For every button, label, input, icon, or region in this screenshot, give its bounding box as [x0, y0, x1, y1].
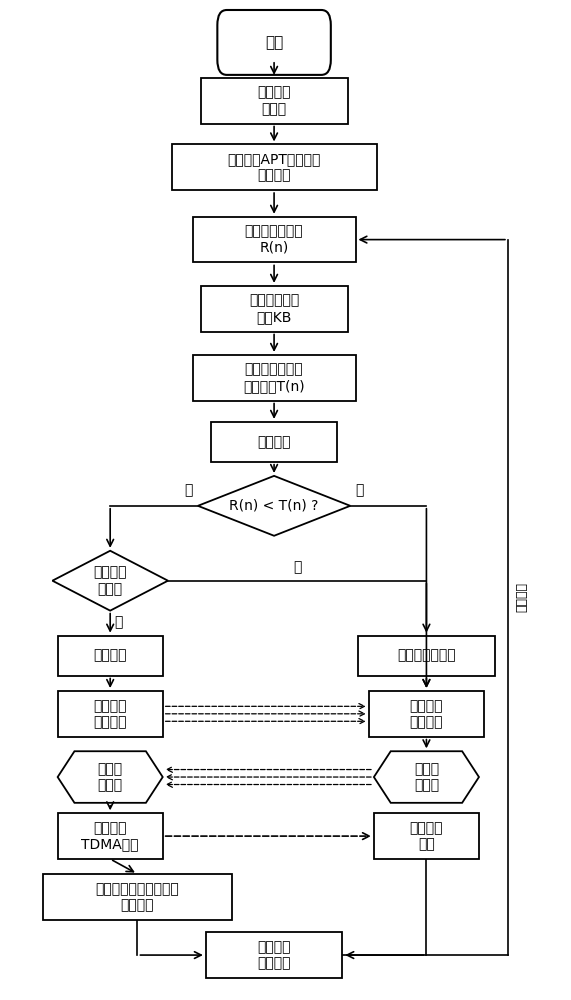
- Text: 计算最优簇首
个数KB: 计算最优簇首 个数KB: [249, 294, 299, 324]
- Text: 一轮结束: 一轮结束: [516, 582, 529, 612]
- Bar: [200, 286, 348, 332]
- Bar: [200, 78, 348, 124]
- Text: 否: 否: [356, 484, 364, 498]
- Text: 是: 是: [293, 560, 301, 574]
- Polygon shape: [198, 476, 350, 536]
- Bar: [192, 217, 356, 262]
- Text: 发送加
入请求: 发送加 入请求: [414, 762, 439, 792]
- Text: 寻找中继节点或直接与
基站通信: 寻找中继节点或直接与 基站通信: [95, 882, 179, 912]
- Text: 等待分配
时隙: 等待分配 时隙: [409, 821, 443, 851]
- FancyBboxPatch shape: [218, 10, 331, 75]
- Text: 簇首广播
TDMA时隙: 簇首广播 TDMA时隙: [82, 821, 139, 851]
- Text: 计算各节点簇首
选举阈值T(n): 计算各节点簇首 选举阈值T(n): [243, 363, 305, 393]
- Bar: [172, 144, 376, 190]
- Bar: [358, 636, 494, 676]
- Bar: [58, 813, 163, 859]
- Text: 之前当选
过簇首: 之前当选 过簇首: [94, 566, 127, 596]
- Text: 接收簇首
广播信息: 接收簇首 广播信息: [409, 699, 443, 729]
- Bar: [369, 691, 484, 737]
- Text: 节点生成随机数
R(n): 节点生成随机数 R(n): [245, 225, 303, 255]
- Polygon shape: [53, 551, 168, 611]
- Text: R(n) < T(n) ?: R(n) < T(n) ?: [230, 499, 319, 513]
- Text: 等待加
入请求: 等待加 入请求: [98, 762, 123, 792]
- Bar: [192, 355, 356, 401]
- Bar: [58, 636, 163, 676]
- Text: 簇首选举: 簇首选举: [258, 435, 291, 449]
- Bar: [374, 813, 479, 859]
- Text: 当选簇首: 当选簇首: [94, 649, 127, 663]
- Polygon shape: [374, 751, 479, 803]
- Bar: [206, 932, 343, 978]
- Text: 簇首广播
成簇信息: 簇首广播 成簇信息: [94, 699, 127, 729]
- Text: 是: 是: [184, 484, 192, 498]
- Bar: [211, 422, 337, 462]
- Bar: [43, 874, 232, 920]
- Text: 节点利用APT系统发现
邻居节点: 节点利用APT系统发现 邻居节点: [227, 152, 321, 182]
- Text: 网络节点
初始化: 网络节点 初始化: [258, 86, 291, 116]
- Text: 数据稳定
传输阶段: 数据稳定 传输阶段: [258, 940, 291, 970]
- Text: 成为簇成员节点: 成为簇成员节点: [397, 649, 456, 663]
- Polygon shape: [58, 751, 163, 803]
- Text: 开始: 开始: [265, 35, 283, 50]
- Text: 否: 否: [114, 615, 123, 629]
- Bar: [58, 691, 163, 737]
